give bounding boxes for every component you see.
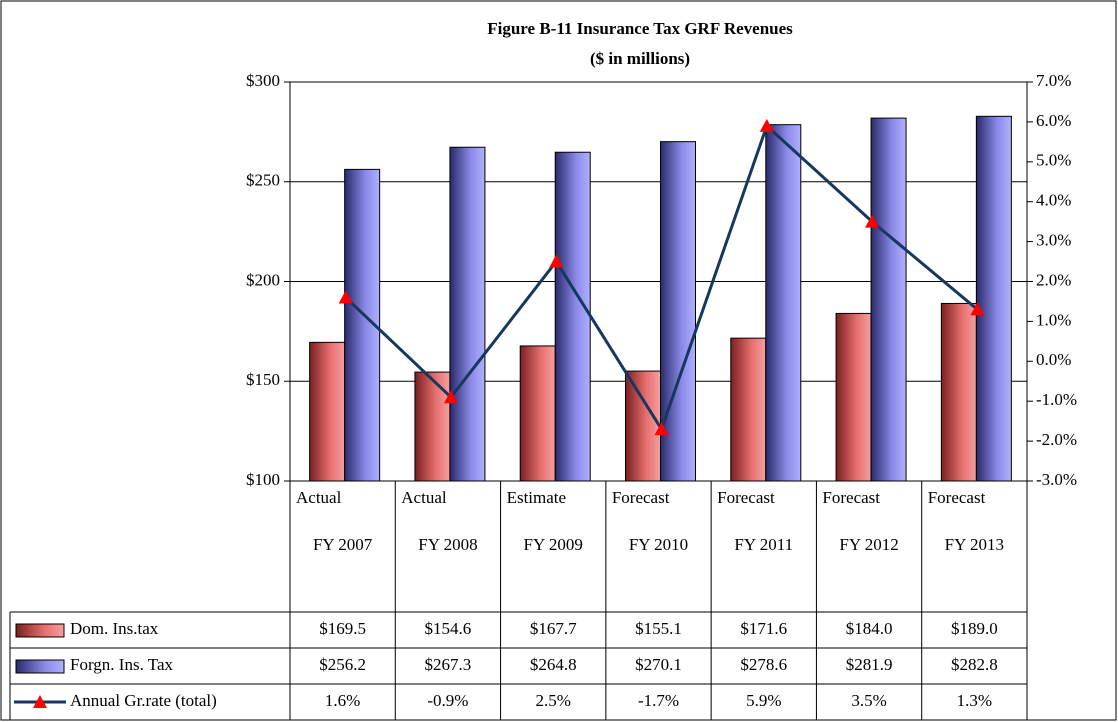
- legend-label: Forgn. Ins. Tax: [70, 655, 174, 674]
- y2-tick-label: 4.0%: [1036, 191, 1071, 210]
- y2-tick-label: 0.0%: [1036, 350, 1071, 369]
- y-tick-label: $200: [246, 270, 280, 289]
- y2-tick-label: 7.0%: [1036, 71, 1071, 90]
- table-value: $282.8: [951, 655, 998, 674]
- table-value: $171.6: [740, 619, 787, 638]
- y2-tick-label: -1.0%: [1036, 390, 1077, 409]
- table-value: 3.5%: [851, 691, 886, 710]
- x-tick-label: Actual: [296, 488, 342, 507]
- bar: [835, 312, 872, 482]
- y2-tick-label: 3.0%: [1036, 231, 1071, 250]
- x-tick-label: Forecast: [822, 488, 880, 507]
- y2-tick-label: 1.0%: [1036, 310, 1071, 329]
- bar: [625, 370, 661, 482]
- growth-marker: [970, 302, 985, 316]
- bar: [975, 115, 1012, 482]
- table-value: $155.1: [635, 619, 682, 638]
- x-tick-label: FY 2008: [418, 535, 477, 554]
- growth-marker: [338, 290, 353, 304]
- legend-label: Annual Gr.rate (total): [70, 691, 217, 710]
- x-tick-label: FY 2012: [839, 535, 898, 554]
- bar: [519, 345, 556, 482]
- x-tick-label: Forecast: [612, 488, 670, 507]
- x-tick-label: Forecast: [928, 488, 986, 507]
- y-tick-label: $300: [246, 71, 280, 90]
- y2-tick-label: 2.0%: [1036, 270, 1071, 289]
- bar: [414, 371, 451, 482]
- table-value: $154.6: [425, 619, 472, 638]
- x-tick-label: FY 2011: [734, 535, 793, 554]
- bar: [309, 341, 346, 482]
- y2-tick-label: -2.0%: [1036, 430, 1077, 449]
- table-value: $256.2: [319, 655, 366, 674]
- growth-marker: [654, 422, 669, 436]
- bar: [449, 146, 486, 482]
- chart-title: Figure B-11 Insurance Tax GRF Revenues: [487, 19, 793, 38]
- x-tick-label: FY 2010: [629, 535, 688, 554]
- plot-border: [289, 81, 1028, 482]
- table-value: -0.9%: [427, 691, 468, 710]
- x-tick-label: Estimate: [507, 488, 566, 507]
- table-value: $189.0: [951, 619, 998, 638]
- y-tick-label: $100: [246, 470, 280, 489]
- growth-marker: [865, 214, 880, 228]
- growth-marker: [549, 254, 564, 268]
- table-value: -1.7%: [638, 691, 679, 710]
- growth-marker: [759, 118, 774, 132]
- y-tick-label: $250: [246, 171, 280, 190]
- bar: [730, 337, 767, 482]
- x-tick-label: Forecast: [717, 488, 775, 507]
- table-value: 1.3%: [957, 691, 992, 710]
- table-value: 2.5%: [536, 691, 571, 710]
- bar: [870, 117, 907, 482]
- bar: [940, 302, 977, 482]
- table-value: 5.9%: [746, 691, 781, 710]
- x-tick-label: Actual: [401, 488, 447, 507]
- table-value: $184.0: [846, 619, 893, 638]
- bar: [554, 151, 591, 482]
- x-tick-label: FY 2007: [313, 535, 373, 554]
- x-tick-label: FY 2009: [524, 535, 583, 554]
- y-tick-label: $150: [246, 370, 280, 389]
- table-value: $264.8: [530, 655, 577, 674]
- legend-key: [15, 623, 65, 638]
- legend-key: [33, 695, 47, 708]
- table-value: $167.7: [530, 619, 577, 638]
- y2-tick-label: -3.0%: [1036, 470, 1077, 489]
- bar: [765, 124, 802, 482]
- table-value: $281.9: [846, 655, 893, 674]
- table-value: $267.3: [425, 655, 472, 674]
- table-value: $270.1: [635, 655, 682, 674]
- table-value: $278.6: [740, 655, 787, 674]
- table-value: 1.6%: [325, 691, 360, 710]
- chart-subtitle: ($ in millions): [590, 49, 690, 68]
- bar: [660, 141, 696, 482]
- y2-tick-label: 5.0%: [1036, 151, 1071, 170]
- table-value: $169.5: [319, 619, 366, 638]
- legend-key: [15, 659, 65, 674]
- y2-tick-label: 6.0%: [1036, 111, 1071, 130]
- growth-marker: [443, 390, 458, 404]
- legend-label: Dom. Ins.tax: [70, 619, 159, 638]
- x-tick-label: FY 2013: [945, 535, 1004, 554]
